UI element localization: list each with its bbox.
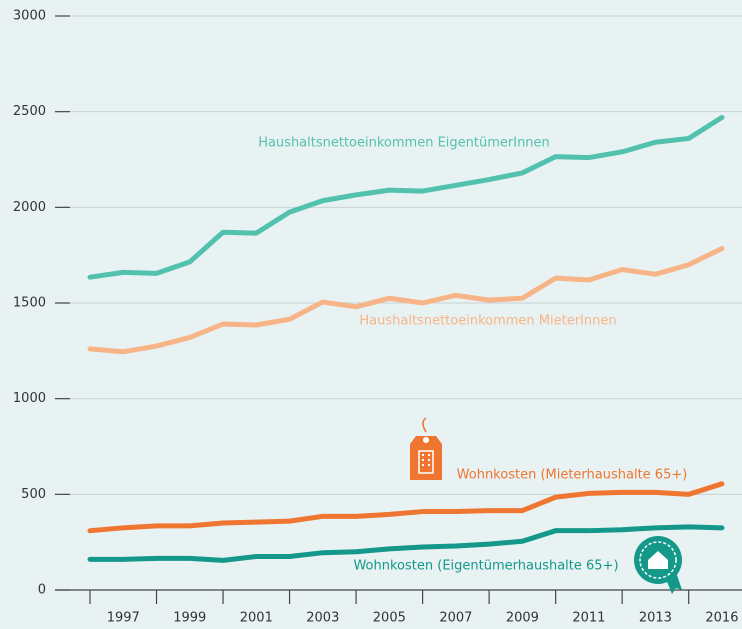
x-tick-label: 2005 bbox=[373, 611, 406, 626]
tag-icon bbox=[410, 417, 442, 480]
series-line bbox=[87, 481, 725, 534]
y-tick-label: 1500 bbox=[13, 296, 46, 311]
x-tick-label: 2007 bbox=[439, 611, 472, 626]
y-tick-label: 0 bbox=[38, 583, 46, 598]
y-tick-label: 2500 bbox=[13, 104, 46, 119]
x-tick-label: 2003 bbox=[306, 611, 339, 626]
x-tick-label: 2013 bbox=[639, 611, 672, 626]
series-line bbox=[87, 114, 725, 280]
axes: 0 500 1000 1500 2000 2500 3000 1997 1999 2001 2003… bbox=[13, 9, 742, 626]
x-tick-label: 2009 bbox=[506, 611, 539, 626]
x-tick-label: 1999 bbox=[173, 611, 206, 626]
series-label: Wohnkosten (Mieterhaushalte 65+) bbox=[457, 468, 688, 483]
series-line bbox=[87, 245, 725, 355]
x-tick-label: 2016 bbox=[705, 611, 738, 626]
y-tick-label: 2000 bbox=[13, 200, 46, 215]
series-label: Haushaltsnettoeinkommen MieterInnen bbox=[359, 314, 616, 329]
series-label: Haushaltsnettoeinkommen EigentümerInnen bbox=[258, 136, 550, 151]
series-label: Wohnkosten (Eigentümerhaushalte 65+) bbox=[353, 559, 618, 574]
x-tick-label: 1997 bbox=[107, 611, 140, 626]
badge-icon bbox=[634, 536, 682, 594]
y-tick-label: 500 bbox=[21, 487, 46, 502]
x-tick-label: 2001 bbox=[240, 611, 273, 626]
x-tick-label: 2011 bbox=[572, 611, 605, 626]
series-line bbox=[87, 524, 725, 563]
y-tick-label: 3000 bbox=[13, 9, 46, 24]
y-tick-label: 1000 bbox=[13, 391, 46, 406]
